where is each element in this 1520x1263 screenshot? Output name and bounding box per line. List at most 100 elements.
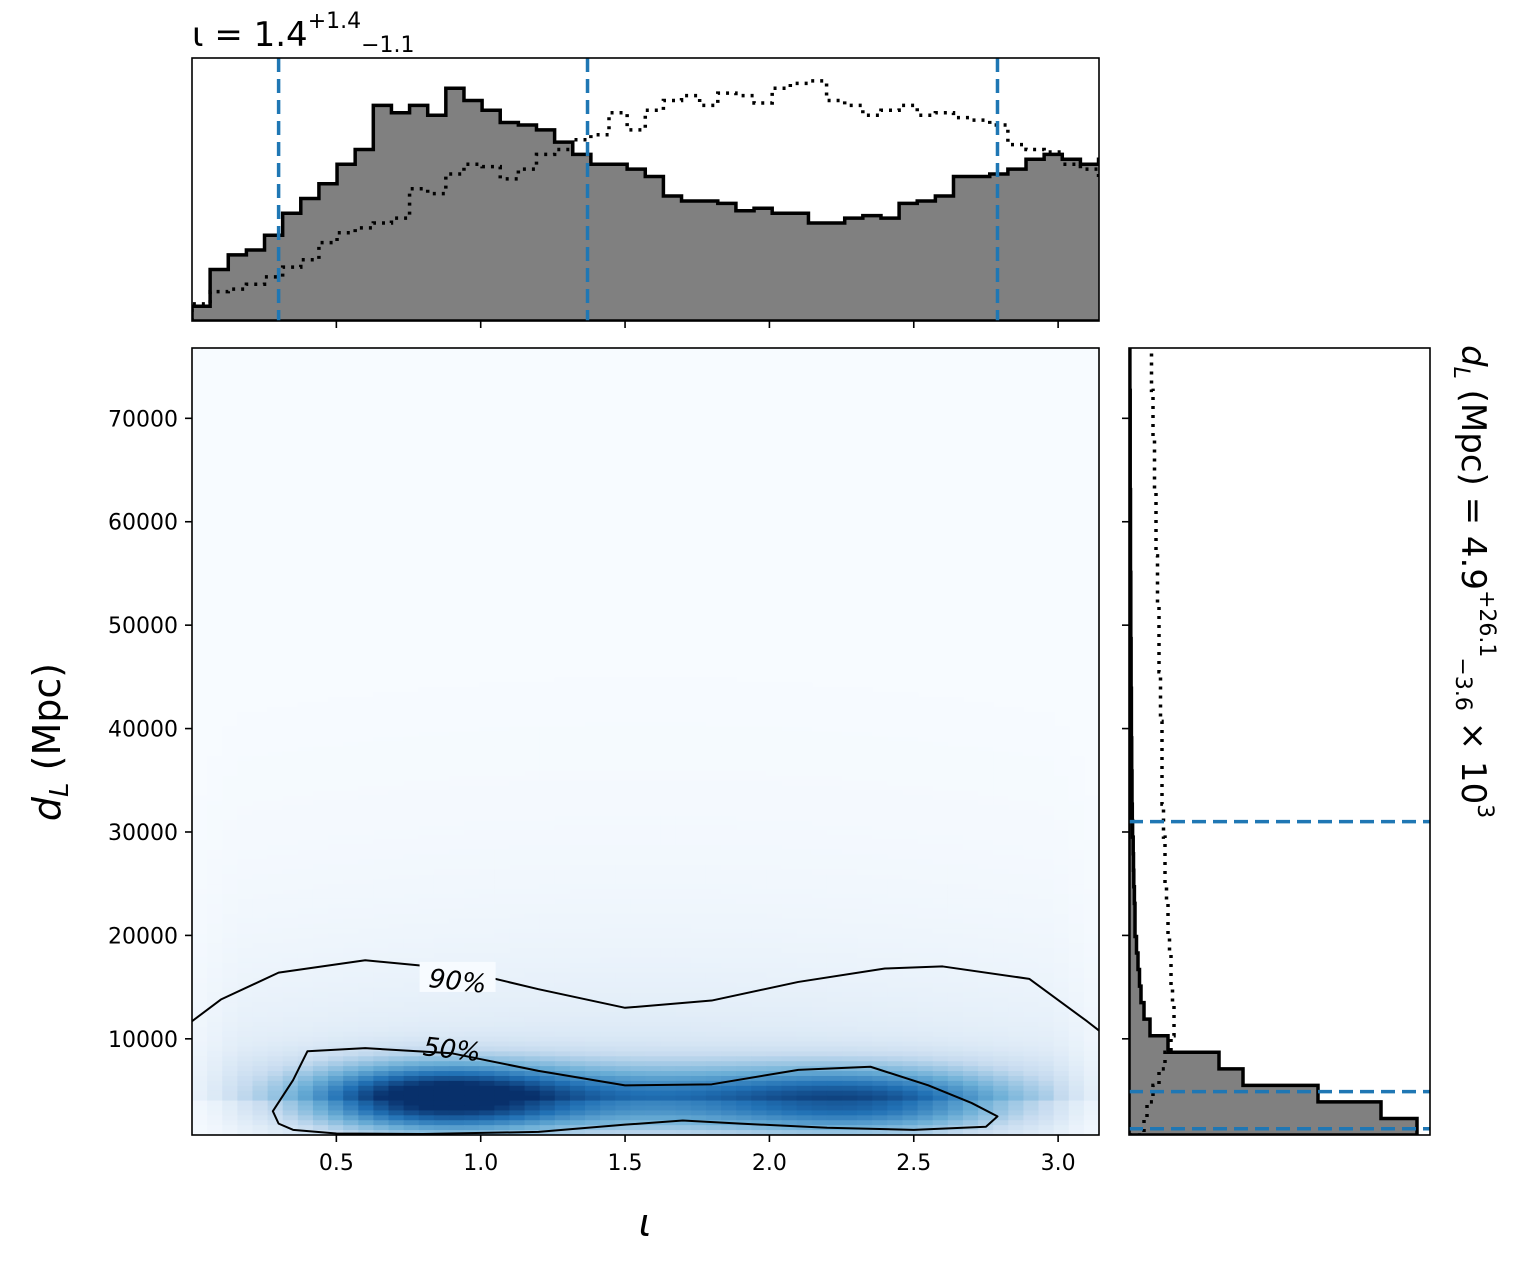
heatmap-cell <box>1083 1012 1099 1018</box>
heatmap-cell <box>343 766 359 772</box>
heatmap-cell <box>947 775 964 782</box>
heatmap-cell <box>343 751 359 757</box>
heatmap-cell <box>781 726 798 733</box>
heatmap-cell <box>207 997 223 1003</box>
heatmap-cell <box>1023 751 1040 757</box>
heatmap-cell <box>1023 908 1040 915</box>
heatmap-cell <box>675 800 692 807</box>
heatmap-cell <box>1053 766 1070 772</box>
heatmap-cell <box>1053 834 1070 841</box>
heatmap-cell <box>403 864 420 870</box>
heatmap-cell <box>811 859 828 866</box>
heatmap-cell <box>1023 1021 1040 1028</box>
heatmap-cell <box>554 997 571 1003</box>
heatmap-cell <box>705 1056 722 1062</box>
heatmap-cell <box>464 933 480 939</box>
heatmap-cell <box>660 825 677 831</box>
heatmap-cell <box>887 953 904 959</box>
heatmap-cell <box>872 953 888 959</box>
heatmap-cell <box>751 810 768 816</box>
heatmap-cell <box>645 1031 662 1038</box>
heatmap-cell <box>464 775 480 782</box>
heatmap-cell <box>373 697 390 703</box>
heatmap-cell <box>993 879 1009 885</box>
heatmap-cell <box>192 874 208 880</box>
heatmap-cell <box>403 1036 420 1043</box>
heatmap-cell <box>826 889 843 895</box>
heatmap-cell <box>328 746 344 752</box>
heatmap-cell <box>917 1026 934 1033</box>
heatmap-cell <box>615 1075 631 1082</box>
heatmap-cell <box>388 741 405 748</box>
heatmap-cell <box>1008 1085 1025 1092</box>
heatmap-cell <box>312 844 329 851</box>
heatmap-cell <box>237 908 254 915</box>
heatmap-cell <box>645 849 662 856</box>
heatmap-cell <box>932 918 949 925</box>
heatmap-cell <box>585 928 601 934</box>
heatmap-cell <box>373 761 390 767</box>
heatmap-cell <box>418 938 435 944</box>
heatmap-cell <box>237 869 254 875</box>
heatmap-cell <box>978 800 994 807</box>
heatmap-cell <box>237 825 254 831</box>
heatmap-cell <box>312 982 329 989</box>
heatmap-cell <box>705 992 722 998</box>
heatmap-cell <box>1038 957 1055 964</box>
heatmap-cell <box>237 1051 254 1057</box>
heatmap-cell <box>872 854 888 861</box>
heatmap-cell <box>917 800 934 807</box>
heatmap-cell <box>252 756 269 762</box>
heatmap-cell <box>524 879 541 885</box>
heatmap-cell <box>207 1012 223 1018</box>
heatmap-cell <box>358 839 374 846</box>
heatmap-cell <box>630 1090 647 1097</box>
heatmap-cell <box>297 943 314 949</box>
heatmap-cell <box>448 766 465 772</box>
heatmap-cell <box>237 716 254 723</box>
heatmap-cell <box>509 736 526 743</box>
heatmap-cell <box>811 731 828 738</box>
heatmap-cell <box>297 918 314 925</box>
heatmap-cell <box>297 775 314 782</box>
heatmap-cell <box>358 1056 374 1062</box>
heatmap-cell <box>690 839 707 846</box>
heatmap-cell <box>615 1066 631 1072</box>
heatmap-cell <box>569 697 586 703</box>
heatmap-cell <box>826 692 843 698</box>
heatmap-cell <box>675 805 692 811</box>
heatmap-cell <box>554 933 571 939</box>
heatmap-cell <box>993 1026 1009 1033</box>
heatmap-cell <box>1068 938 1085 944</box>
heatmap-cell <box>751 864 768 870</box>
heatmap-cell <box>448 938 465 944</box>
heatmap-cell <box>675 1075 692 1082</box>
heatmap-cell <box>494 903 511 910</box>
heatmap-cell <box>615 977 631 984</box>
heatmap-cell <box>494 775 511 782</box>
heatmap-cell <box>826 1071 843 1077</box>
heatmap-cell <box>1008 849 1025 856</box>
heatmap-cell <box>645 933 662 939</box>
heatmap-cell <box>660 810 677 816</box>
heatmap-cell <box>887 1051 904 1057</box>
heatmap-cell <box>645 1095 662 1102</box>
heatmap-cell <box>675 854 692 861</box>
heatmap-cell <box>645 736 662 743</box>
heatmap-cell <box>282 746 299 752</box>
heatmap-cell <box>721 766 737 772</box>
heatmap-cell <box>766 1007 783 1013</box>
heatmap-cell <box>811 1095 828 1102</box>
heatmap-cell <box>600 721 616 728</box>
heatmap-cell <box>312 1016 329 1023</box>
heatmap-cell <box>705 771 722 777</box>
heatmap-cell <box>524 766 541 772</box>
heatmap-cell <box>1038 1031 1055 1038</box>
heatmap-cell <box>539 1075 556 1082</box>
heatmap-cell <box>192 1090 208 1097</box>
heatmap-cell <box>343 972 359 979</box>
heatmap-cell <box>796 736 813 743</box>
heatmap-cell <box>569 1085 586 1092</box>
heatmap-cell <box>902 992 919 998</box>
heatmap-cell <box>1038 741 1055 748</box>
